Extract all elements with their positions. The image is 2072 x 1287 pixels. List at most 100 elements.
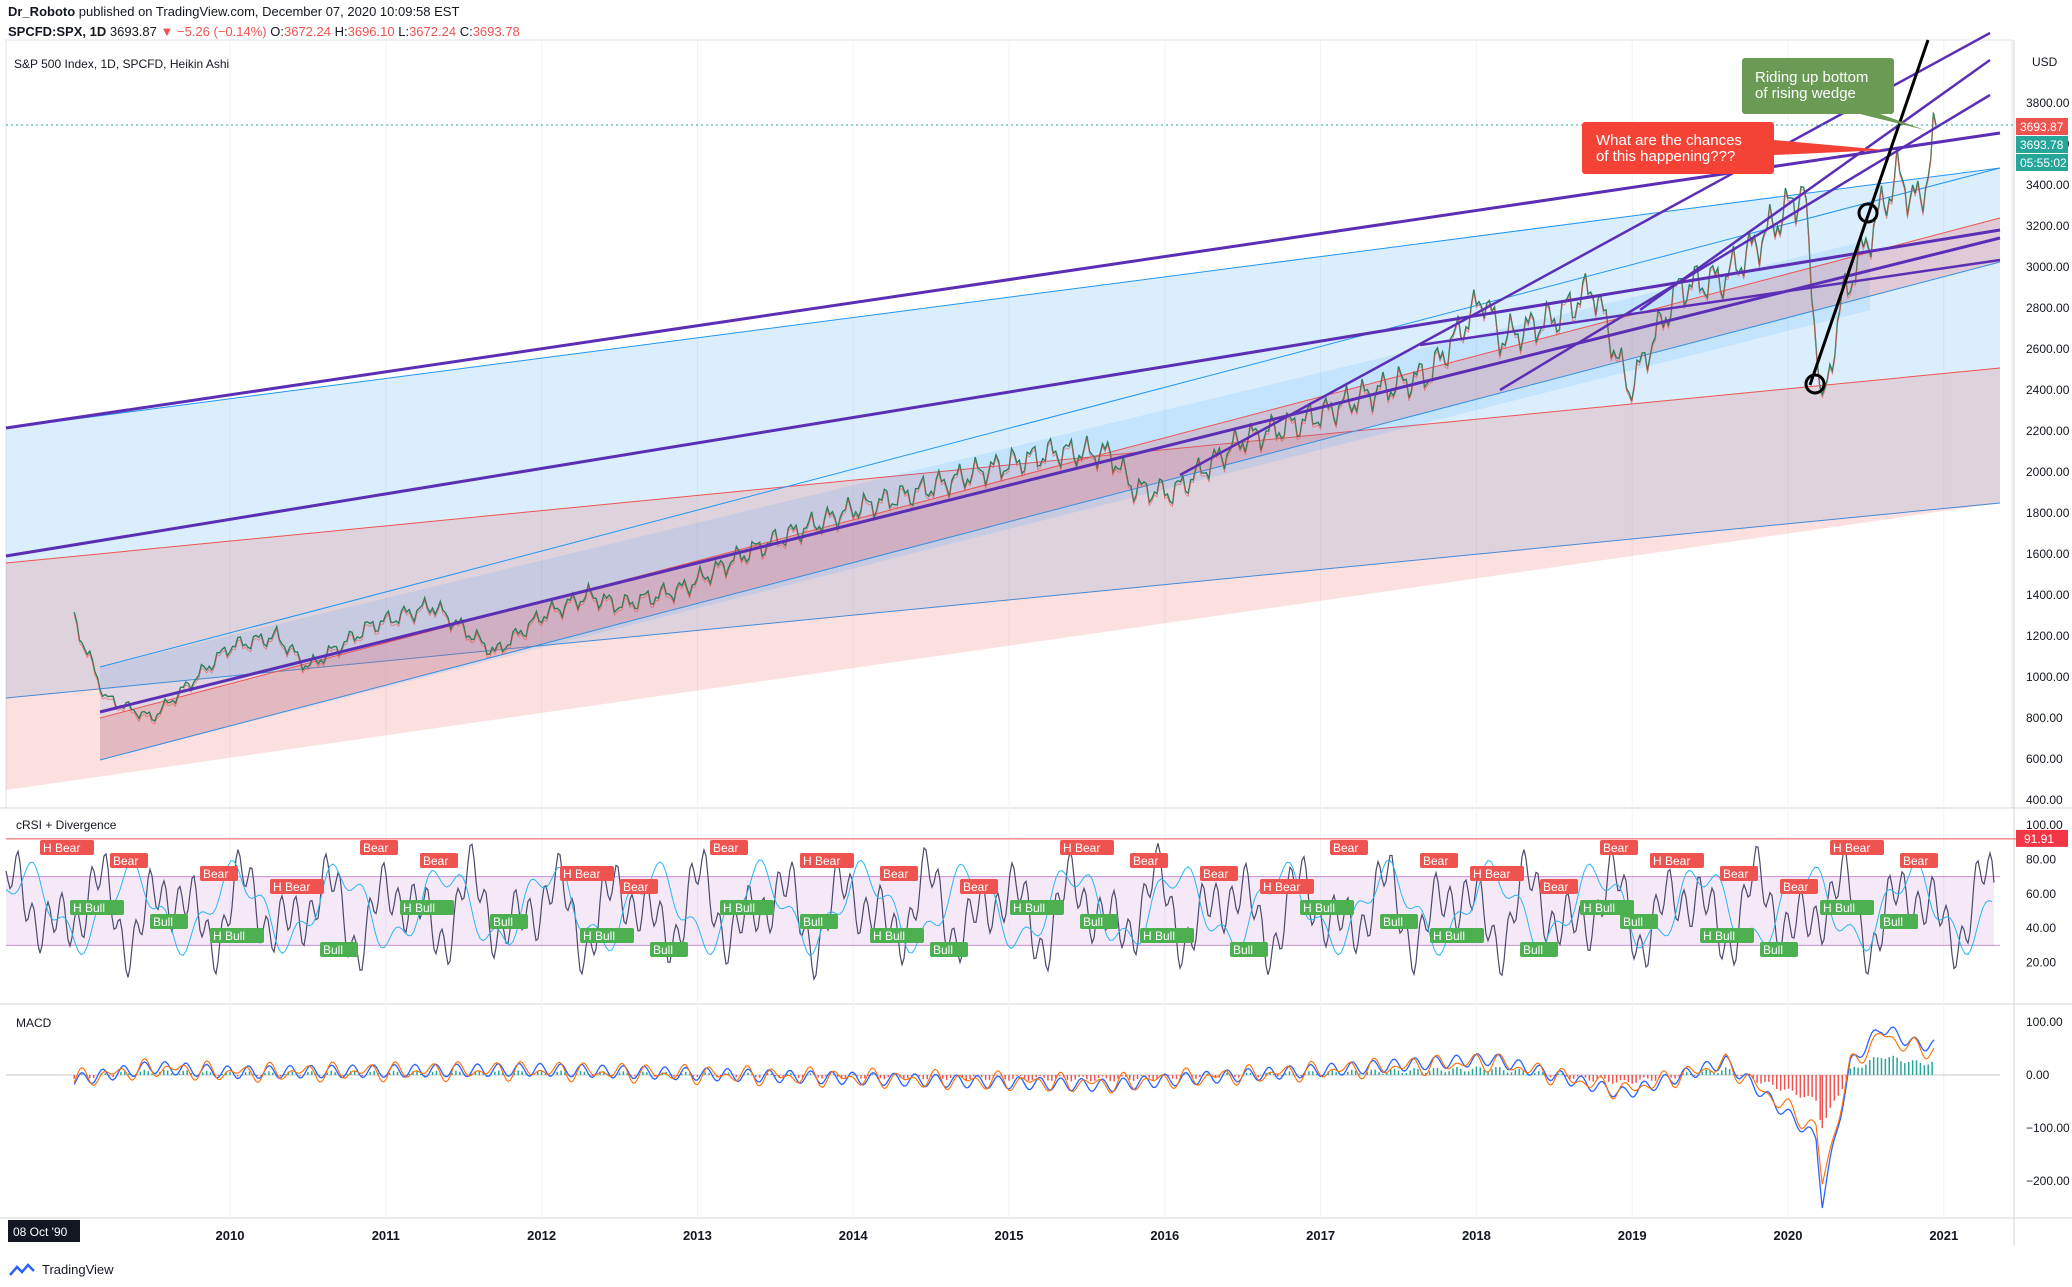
- macd-y-tick: 100.00: [2026, 1015, 2063, 1029]
- wedge-line-b: [1639, 58, 1991, 312]
- crsi-y-tick: 60.00: [2026, 887, 2056, 901]
- price-label-box: [2016, 154, 2068, 171]
- bear-signal-box: [1900, 853, 1938, 868]
- bear-signal-box: [880, 866, 918, 881]
- x-tick-label: 2019: [1618, 1228, 1647, 1243]
- inner-red-fill: [100, 218, 2000, 760]
- bear-signal: Bear: [1543, 880, 1568, 894]
- bear-signal: Bear: [1603, 841, 1628, 855]
- tradingview-logo-icon: [9, 1262, 35, 1276]
- price-label: 05:55:02: [2020, 156, 2067, 170]
- bear-signal-box: [960, 879, 998, 894]
- bull-signal-box: [1380, 914, 1418, 929]
- x-tick-label: 2010: [216, 1228, 245, 1243]
- bull-signal: H Bull: [1583, 901, 1615, 915]
- annotation-red-pointer: [1774, 140, 1885, 155]
- y-tick-label: 400.00: [2026, 793, 2063, 807]
- last-price: 3693.87: [109, 24, 157, 39]
- inner-blue-upper: [99, 167, 2001, 668]
- high-value: 3696.10: [347, 24, 395, 39]
- bull-signal-box: [320, 942, 358, 957]
- y-tick-label: 3000.00: [2026, 260, 2070, 274]
- bull-signal-box: [1580, 900, 1634, 915]
- first-date-box: [8, 1220, 80, 1242]
- bear-signal-box: [1420, 853, 1458, 868]
- bear-signal-box: [1650, 853, 1704, 868]
- price-label: 3693.78: [2020, 138, 2064, 152]
- crsi-y-tick: 40.00: [2026, 921, 2056, 935]
- bear-signal: Bear: [203, 867, 228, 881]
- bear-signal: Bear: [713, 841, 738, 855]
- bear-signal: H Bear: [563, 867, 600, 881]
- y-tick-label: 1200.00: [2026, 629, 2070, 643]
- y-tick-label: 800.00: [2026, 711, 2063, 725]
- bull-signal-box: [800, 914, 838, 929]
- annotation-green-line2: of rising wedge: [1755, 85, 1856, 102]
- y-tick-label: 2200.00: [2026, 424, 2070, 438]
- close-label: C:: [459, 24, 473, 39]
- blue-channel-lower: [5, 502, 2001, 699]
- trendline-long-upper: [5, 131, 2001, 430]
- annotation-green-line1: Riding up bottom: [1755, 69, 1868, 86]
- bear-signal-box: [1830, 840, 1884, 855]
- price-change: −5.26 (−0.14%): [177, 24, 267, 39]
- wedge-line-a: [1499, 93, 1991, 392]
- publish-date: published on TradingView.com, December 0…: [78, 4, 460, 19]
- y-tick-label: 2800.00: [2026, 301, 2070, 315]
- blue-channel-upper: [5, 167, 2001, 429]
- author-name[interactable]: Dr_Roboto: [8, 4, 76, 19]
- inner-blue-lower: [99, 261, 2001, 761]
- x-tick-label: 2021: [1929, 1228, 1958, 1243]
- bull-signal-box: [1140, 928, 1194, 943]
- bull-signal: H Bull: [1703, 929, 1735, 943]
- bear-signal: Bear: [883, 867, 908, 881]
- publish-info: Dr_Roboto published on TradingView.com, …: [8, 4, 459, 19]
- bull-signal: Bull: [1623, 915, 1643, 929]
- bull-signal-box: [870, 928, 924, 943]
- bull-signal: Bull: [1233, 943, 1253, 957]
- tradingview-footer[interactable]: TradingView: [8, 1262, 114, 1277]
- macd-line: [73, 1026, 1935, 1209]
- y-tick-label: 1400.00: [2026, 588, 2070, 602]
- bear-signal-box: [710, 840, 748, 855]
- bear-signal-box: [1600, 840, 1638, 855]
- bull-signal: Bull: [1763, 943, 1783, 957]
- price-label-box: [2016, 118, 2068, 135]
- bull-signal-box: [1880, 914, 1918, 929]
- bull-signal: Bull: [323, 943, 343, 957]
- bull-signal-box: [930, 942, 968, 957]
- x-tick-label: 2017: [1306, 1228, 1335, 1243]
- open-value: 3672.24: [283, 24, 331, 39]
- close-value: 3693.78: [472, 24, 520, 39]
- bull-signal: Bull: [1383, 915, 1403, 929]
- bull-signal-box: [1700, 928, 1754, 943]
- crsi-bands-line: [5, 858, 1993, 957]
- bull-signal: Bull: [803, 915, 823, 929]
- inner-blue-fill: [100, 240, 1870, 760]
- x-tick-label: 2011: [372, 1228, 400, 1243]
- bear-signal-box: [800, 853, 854, 868]
- y-tick-label: 3800.00: [2026, 96, 2070, 110]
- annotation-red-line1: What are the chances: [1596, 132, 1742, 149]
- trendline-lower: [99, 236, 2001, 714]
- bull-signal: H Bull: [1433, 929, 1465, 943]
- y-tick-label: 600.00: [2026, 752, 2063, 766]
- bear-signal-box: [420, 853, 458, 868]
- bull-signal: H Bull: [73, 901, 105, 915]
- bear-signal-box: [1130, 853, 1168, 868]
- crsi-value-label: 91.91: [2024, 832, 2054, 846]
- bear-signal-box: [110, 853, 148, 868]
- bear-signal-box: [40, 840, 94, 855]
- bear-signal-box: [270, 879, 324, 894]
- bear-signal: Bear: [623, 880, 648, 894]
- y-tick-label: 1600.00: [2026, 547, 2070, 561]
- y-tick-label: 1800.00: [2026, 506, 2070, 520]
- low-value: 3672.24: [409, 24, 457, 39]
- crsi-y-tick: 100.00: [2026, 818, 2063, 832]
- crsi-value-box: [2016, 829, 2068, 847]
- bear-signal: Bear: [1423, 854, 1448, 868]
- chart-canvas[interactable]: 2010 2011 2012 2013 2014 2015 2016 2017 2018 2019…: [0, 0, 2072, 1260]
- price-label: 3693.87: [2020, 120, 2064, 134]
- bull-signal-box: [400, 900, 454, 915]
- bull-signal-box: [1620, 914, 1658, 929]
